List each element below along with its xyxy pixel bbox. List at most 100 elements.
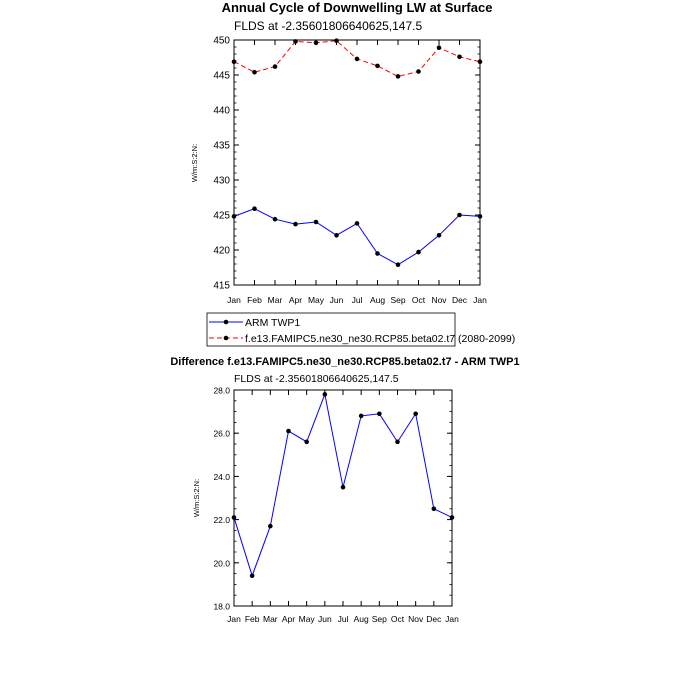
data-point [231, 59, 237, 64]
x-tick-label: Jan [227, 614, 241, 624]
x-tick-label: Jun [330, 295, 344, 305]
data-point [395, 74, 401, 79]
x-tick-label: Sep [390, 295, 405, 305]
x-tick-label: Mar [268, 295, 283, 305]
data-point [457, 54, 462, 60]
x-tick-label: Mar [263, 614, 278, 624]
data-point [354, 221, 360, 226]
y-tick-label: 415 [213, 281, 230, 292]
chart1-legend: ARM TWP1 f.e13.FAMIPC5.ne30_ne30.RCP85.b… [206, 312, 515, 347]
data-point [416, 69, 421, 74]
data-point [477, 214, 483, 219]
x-tick-label: Oct [391, 614, 405, 624]
x-tick-label: Apr [289, 295, 302, 305]
chart1-ylabel: W/m:S:2:N: [190, 144, 199, 182]
y-tick-label: 22.0 [213, 515, 230, 525]
y-tick-label: 445 [213, 71, 230, 82]
data-point [358, 413, 364, 419]
data-point [375, 63, 380, 69]
x-tick-label: May [299, 614, 316, 624]
data-point [354, 56, 360, 62]
data-point [477, 59, 483, 64]
data-point [272, 216, 278, 222]
y-tick-label: 26.0 [213, 429, 230, 439]
x-tick-label: Feb [247, 295, 262, 305]
data-point [334, 233, 339, 238]
data-point [340, 484, 346, 490]
y-tick-label: 435 [213, 141, 230, 152]
series-line-0 [233, 208, 481, 266]
data-point [268, 523, 273, 529]
x-tick-label: Dec [426, 614, 442, 624]
x-tick-label: Jul [352, 295, 363, 305]
y-tick-label: 440 [213, 106, 230, 117]
x-tick-label: Aug [354, 614, 369, 624]
data-point [334, 38, 339, 43]
data-point [416, 249, 421, 255]
difference-chart: Difference f.e13.FAMIPC5.ne30_ne30.RCP85… [170, 356, 519, 624]
x-tick-label: Jan [445, 614, 459, 624]
y-tick-label: 420 [213, 246, 230, 257]
data-point [457, 212, 462, 218]
data-point [304, 439, 309, 445]
data-point [413, 411, 418, 417]
chart1-title: Annual Cycle of Downwelling LW at Surfac… [222, 0, 493, 15]
x-tick-label: Apr [282, 614, 295, 624]
annual-cycle-chart: Annual Cycle of Downwelling LW at Surfac… [190, 0, 515, 347]
y-tick-label: 28.0 [213, 386, 230, 396]
data-point [322, 392, 328, 397]
x-tick-label: May [308, 295, 325, 305]
y-tick-label: 20.0 [213, 558, 230, 568]
data-point [377, 411, 382, 417]
y-tick-label: 18.0 [213, 602, 230, 612]
x-tick-label: Jan [473, 295, 487, 305]
x-tick-label: Jan [227, 295, 241, 305]
chart1-series [231, 38, 483, 268]
data-point [375, 251, 380, 256]
data-point [252, 69, 257, 75]
data-point [313, 219, 319, 225]
x-tick-label: Sep [372, 614, 387, 624]
chart1-axes: 415 420 425 430 435 440 445 450 Jan Feb Mar Apr May J… [213, 36, 487, 306]
data-point [249, 573, 255, 579]
y-tick-label: 24.0 [213, 472, 230, 482]
y-tick-label: 430 [213, 176, 230, 187]
data-point [293, 221, 298, 227]
legend-box [206, 312, 456, 347]
data-point [252, 206, 257, 211]
data-point [436, 233, 442, 238]
chart2-title: Difference f.e13.FAMIPC5.ne30_ne30.RCP85… [170, 356, 519, 368]
data-point [286, 428, 291, 434]
legend-marker-model [223, 335, 229, 341]
x-tick-label: Oct [412, 295, 426, 305]
y-tick-label: 425 [213, 211, 230, 222]
x-tick-label: Dec [452, 295, 468, 305]
data-point [395, 439, 400, 445]
chart2-series [231, 392, 455, 579]
legend-label-model: f.e13.FAMIPC5.ne30_ne30.RCP85.beta02.t7 … [245, 333, 515, 345]
data-point [231, 515, 237, 520]
data-point [436, 45, 442, 50]
chart1-subtitle: FLDS at -2.35601806640625,147.5 [234, 19, 422, 33]
data-point [431, 506, 437, 512]
x-tick-label: Feb [245, 614, 260, 624]
plot-frame [233, 39, 481, 286]
data-point [272, 64, 278, 69]
data-point [293, 39, 298, 44]
y-tick-label: 450 [213, 36, 230, 47]
x-tick-label: Jun [318, 614, 332, 624]
chart2-subtitle: FLDS at -2.35601806640625,147.5 [234, 373, 399, 385]
legend-label-arm: ARM TWP1 [245, 317, 300, 329]
data-point [449, 515, 455, 520]
data-point [395, 262, 401, 268]
data-point [231, 214, 237, 219]
x-tick-label: Nov [431, 295, 447, 305]
x-tick-label: Nov [408, 614, 424, 624]
x-tick-label: Aug [370, 295, 385, 305]
legend-marker-arm [223, 319, 229, 325]
chart2-ylabel: W/m:S:2:N: [192, 479, 201, 517]
x-tick-label: Jul [338, 614, 349, 624]
plot-frame [233, 389, 453, 607]
